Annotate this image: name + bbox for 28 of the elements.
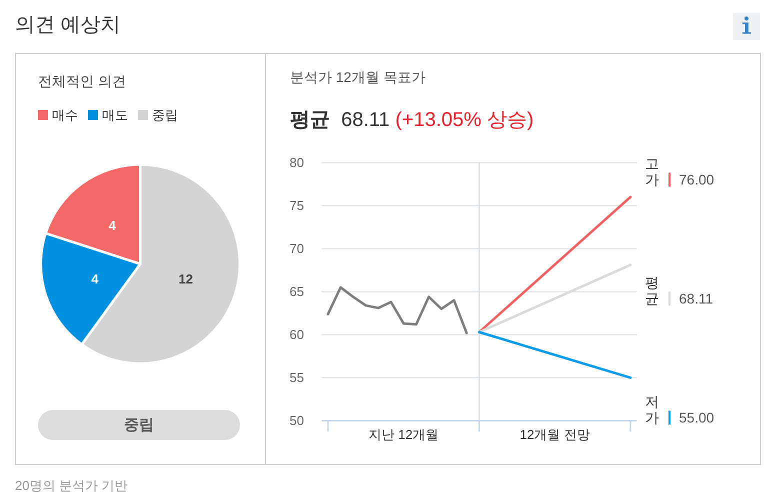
x-tick-label: 12개월 전망	[520, 427, 590, 442]
y-tick-label: 55	[290, 370, 304, 386]
y-tick-label: 50	[290, 413, 304, 428]
chart-subtitle: 평균 68.11 (+13.05% 상승)	[290, 109, 534, 131]
chart-title: 분석가 12개월 목표가	[290, 69, 426, 85]
y-tick-label: 80	[290, 155, 304, 170]
data-label: 4	[108, 218, 117, 233]
x-tick-label: 지난 12개월	[368, 427, 439, 442]
legend-label: 매수	[52, 108, 78, 122]
text: 76.00	[679, 172, 714, 188]
chart-title: 전체적인 의견	[38, 73, 126, 89]
legend-label: 고가	[645, 156, 659, 188]
data-label: 12	[178, 271, 193, 286]
legend-label: 매도	[102, 108, 128, 122]
text: 55.00	[679, 410, 714, 426]
text: 68.11	[679, 290, 714, 307]
line-series	[326, 286, 468, 334]
data-label: 4	[91, 271, 100, 286]
legend-label: 평균	[645, 274, 659, 307]
legend-label: 중립	[152, 108, 178, 122]
y-tick-label: 70	[290, 241, 304, 256]
text: 20명의 분석가 기반	[15, 478, 128, 493]
y-tick-label: 75	[290, 198, 304, 214]
y-tick-label: 65	[290, 284, 304, 300]
text: 의견 예상치	[15, 14, 121, 36]
y-tick-label: 60	[290, 327, 304, 342]
text: 중립	[124, 416, 154, 434]
legend-label: 저가	[645, 394, 659, 426]
